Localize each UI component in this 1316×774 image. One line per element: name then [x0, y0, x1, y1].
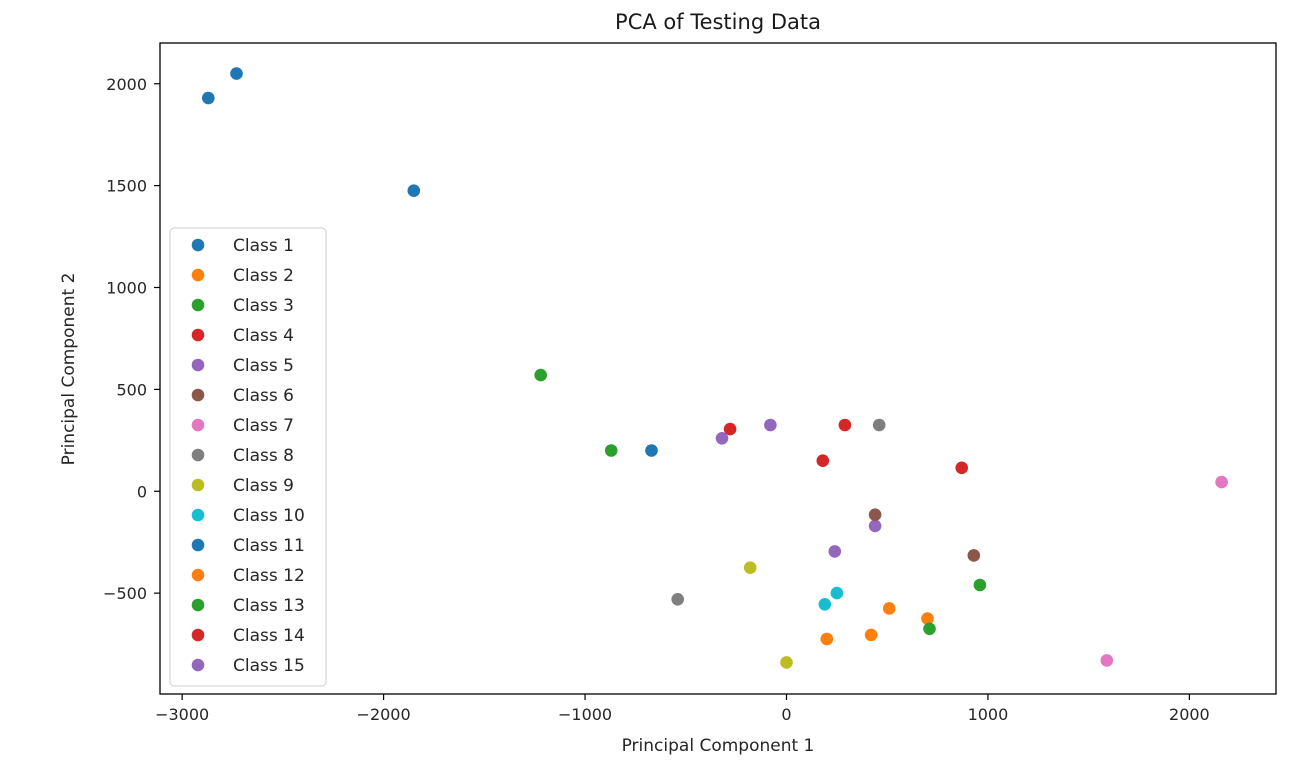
- legend-item-class-14: Class 14: [191, 626, 305, 646]
- legend-marker: [191, 478, 205, 492]
- x-axis-label: Principal Component 1: [622, 736, 815, 756]
- legend-item-class-3: Class 3: [191, 296, 294, 316]
- point-class-10-1: [830, 586, 844, 600]
- legend-label: Class 11: [233, 536, 305, 556]
- legend-item-class-5: Class 5: [191, 356, 294, 376]
- point-class-7-2: [1100, 654, 1114, 667]
- legend-marker: [191, 598, 205, 612]
- legend-marker: [191, 418, 205, 432]
- y-tick-label: 1000: [106, 279, 147, 298]
- point-class-6-1: [868, 508, 882, 521]
- point-class-3-3: [973, 578, 987, 592]
- point-class-6-2: [967, 549, 981, 562]
- legend-item-class-6: Class 6: [191, 386, 294, 406]
- point-class-4-3: [816, 454, 830, 468]
- legend-label: Class 15: [233, 656, 305, 676]
- x-tick-label: −3000: [155, 705, 209, 724]
- point-class-1-3: [407, 184, 421, 197]
- legend-label: Class 12: [233, 566, 305, 586]
- point-class-5-4: [828, 545, 842, 558]
- legend-item-class-9: Class 9: [191, 476, 294, 496]
- x-tick-label: 0: [781, 705, 791, 724]
- legend-label: Class 1: [233, 236, 294, 256]
- legend-marker: [191, 388, 205, 402]
- point-class-5-1: [715, 432, 729, 445]
- legend-label: Class 2: [233, 266, 294, 286]
- point-class-5-3: [868, 519, 882, 533]
- points-layer: [202, 67, 1228, 669]
- legend-marker: [191, 628, 205, 642]
- point-class-4-1: [723, 422, 737, 436]
- legend-item-class-4: Class 4: [191, 326, 294, 346]
- y-tick-label: 0: [137, 482, 147, 501]
- legend-label: Class 8: [233, 446, 294, 466]
- point-class-9-2: [780, 656, 793, 669]
- point-class-2-1: [921, 612, 934, 625]
- legend-item-class-7: Class 7: [191, 416, 294, 436]
- y-tick-label: 1500: [106, 177, 147, 196]
- chart-title: PCA of Testing Data: [615, 10, 821, 34]
- point-class-2-4: [882, 602, 896, 615]
- legend-label: Class 13: [233, 596, 305, 616]
- legend-marker: [191, 268, 205, 282]
- point-class-2-2: [864, 628, 878, 642]
- x-tick-label: −2000: [357, 705, 411, 724]
- x-tick-label: 1000: [968, 705, 1009, 724]
- point-class-8-2: [671, 593, 684, 606]
- legend-marker: [191, 658, 205, 672]
- y-tick-label: 500: [116, 380, 147, 399]
- legend-item-class-8: Class 8: [191, 446, 294, 466]
- legend-item-class-2: Class 2: [191, 266, 294, 286]
- point-class-1-2: [230, 67, 243, 80]
- legend-marker: [191, 508, 205, 522]
- plot-frame: [159, 42, 1277, 695]
- point-class-4-4: [955, 461, 968, 475]
- legend-label: Class 5: [233, 356, 294, 376]
- legend-label: Class 4: [233, 326, 294, 346]
- legend-marker: [191, 568, 205, 582]
- legend-label: Class 10: [233, 506, 305, 526]
- legend-marker: [191, 448, 205, 462]
- legend-item-class-12: Class 12: [191, 566, 305, 586]
- y-axis-label: Principal Component 2: [59, 273, 79, 466]
- legend-item-class-15: Class 15: [191, 656, 305, 676]
- point-class-3-1: [534, 368, 547, 382]
- point-class-5-2: [764, 418, 777, 432]
- legend-item-class-10: Class 10: [191, 506, 305, 526]
- y-tick-label: 2000: [106, 75, 147, 94]
- legend-label: Class 6: [233, 386, 294, 406]
- legend-marker: [191, 238, 205, 252]
- ticks-layer: −3000 −2000 −1000 0 1000 2000 2000 1500 1000 500 0…: [103, 75, 1210, 724]
- x-tick-label: 2000: [1169, 705, 1210, 724]
- legend-label: Class 9: [233, 476, 294, 496]
- point-class-1-4: [645, 444, 658, 457]
- legend-label: Class 14: [233, 626, 305, 646]
- point-class-8-1: [872, 418, 886, 432]
- legend-item-class-11: Class 11: [191, 536, 305, 556]
- point-class-2-3: [820, 632, 834, 646]
- legend: Class 1 Class 2 Class 3 Class 4 Class 5 Class…: [169, 227, 327, 687]
- point-class-4-2: [838, 418, 852, 432]
- point-class-1-1: [202, 91, 215, 105]
- legend-box: [169, 227, 327, 687]
- legend-marker: [191, 328, 205, 342]
- legend-item-class-13: Class 13: [191, 596, 305, 616]
- point-class-7-1: [1215, 475, 1228, 489]
- point-class-3-2: [604, 444, 618, 457]
- point-class-10-2: [818, 598, 832, 611]
- legend-item-class-1: Class 1: [191, 236, 294, 256]
- legend-marker: [191, 358, 205, 372]
- x-tick-label: −1000: [558, 705, 612, 724]
- y-tick-label: −500: [103, 584, 147, 603]
- legend-marker: [191, 298, 205, 312]
- legend-marker: [191, 538, 205, 552]
- legend-label: Class 7: [233, 416, 294, 436]
- point-class-3-4: [923, 622, 936, 636]
- legend-label: Class 3: [233, 296, 294, 316]
- point-class-9-1: [743, 561, 757, 574]
